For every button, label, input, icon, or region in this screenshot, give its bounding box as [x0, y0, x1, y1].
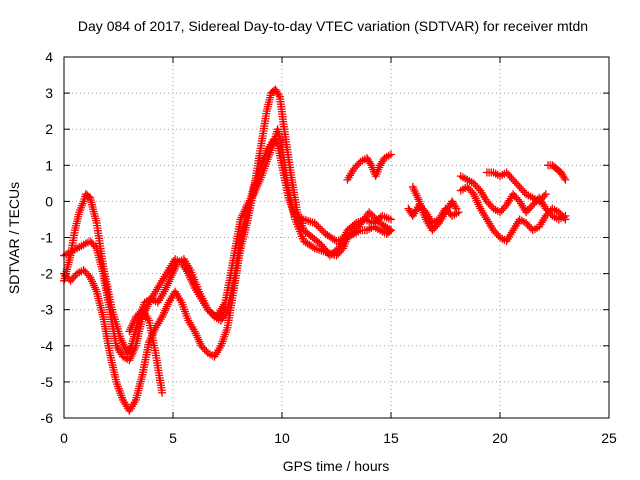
data-point: [158, 388, 167, 397]
data-points: [60, 85, 570, 415]
x-axis-label: GPS time / hours: [283, 458, 390, 474]
data-point: [387, 215, 395, 224]
y-axis-label: SDTVAR / TECUs: [6, 182, 22, 294]
x-tick-label: 0: [60, 430, 68, 446]
y-tick-label: -1: [41, 230, 54, 246]
data-point: [387, 226, 395, 235]
data-point: [561, 211, 570, 220]
data-point: [272, 138, 281, 147]
x-tick-label: 5: [169, 430, 177, 446]
data-point: [366, 159, 375, 168]
series-track-k: [543, 161, 570, 184]
data-point: [541, 190, 550, 199]
series-track-c: [60, 85, 395, 415]
data-point: [452, 204, 461, 213]
data-point: [385, 225, 394, 234]
data-point: [317, 226, 326, 235]
data-point: [560, 173, 569, 182]
y-tick-label: 3: [45, 85, 53, 101]
series-track-h: [456, 182, 570, 246]
series-track-g: [408, 182, 461, 235]
axis-ticks: 0 5 10 15 20 25 -6 -5 -4 -3 -2 -1 0 1 2 3 4: [41, 49, 617, 446]
y-tick-label: -5: [41, 374, 54, 390]
data-point: [274, 90, 283, 99]
data-point: [91, 242, 100, 251]
data-point: [387, 150, 395, 159]
y-tick-label: -6: [41, 410, 54, 426]
chart-title: Day 084 of 2017, Sidereal Day-to-day VTE…: [78, 18, 588, 34]
y-tick-label: -2: [41, 266, 54, 282]
y-tick-label: 2: [45, 121, 53, 137]
data-point: [365, 208, 374, 217]
y-tick-label: 4: [45, 49, 53, 65]
data-point: [314, 222, 323, 231]
x-tick-label: 25: [601, 430, 617, 446]
data-point: [316, 224, 325, 233]
series-track-d: [125, 305, 167, 397]
data-point: [451, 202, 460, 211]
data-point: [367, 210, 376, 219]
data-point: [312, 220, 321, 229]
y-tick-label: 1: [45, 157, 53, 173]
data-point: [308, 243, 317, 252]
data-point: [310, 219, 319, 228]
plot-frame: [63, 56, 610, 419]
x-tick-label: 15: [383, 430, 399, 446]
x-tick-label: 10: [274, 430, 290, 446]
data-point: [368, 211, 377, 220]
series-track-e: [343, 150, 395, 184]
y-tick-label: -3: [41, 302, 54, 318]
data-point: [540, 191, 549, 200]
data-point: [561, 175, 570, 184]
y-tick-label: 0: [45, 193, 53, 209]
y-tick-label: -4: [41, 338, 54, 354]
series-track-j: [482, 168, 550, 206]
x-tick-label: 20: [492, 430, 508, 446]
